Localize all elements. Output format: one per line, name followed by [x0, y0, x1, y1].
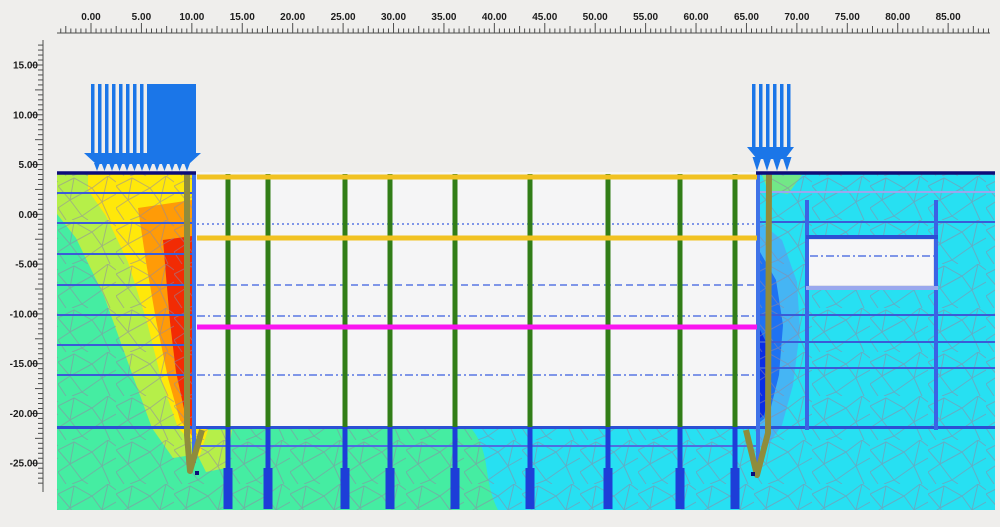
v-ruler-label: -10.00 [10, 309, 39, 320]
load-stripe [105, 84, 109, 153]
v-ruler-label: -25.00 [10, 459, 39, 470]
load-stripe [752, 84, 756, 147]
h-ruler-label: 50.00 [583, 12, 608, 23]
h-ruler-label: 80.00 [885, 12, 910, 23]
water-level-lines [197, 223, 934, 376]
load-skirt [84, 153, 201, 164]
h-ruler-label: 75.00 [835, 12, 860, 23]
load-arrowhead [161, 163, 168, 171]
vertical-ruler: 15.00 10.00 5.00 0.00 -5.00 -10.00 -15.00 -20.0… [10, 40, 44, 492]
h-ruler-label: 65.00 [734, 12, 759, 23]
h-ruler-label: 25.00 [331, 12, 356, 23]
v-ruler-label: -5.00 [15, 260, 38, 271]
diaphragm-walls [184, 171, 772, 478]
load-stripe [112, 84, 116, 153]
v-ruler-label: -15.00 [10, 359, 39, 370]
h-ruler-label: 30.00 [381, 12, 406, 23]
load-arrowhead [762, 157, 772, 171]
h-ruler-label: 0.00 [81, 12, 101, 23]
h-ruler-label: 15.00 [230, 12, 255, 23]
load-arrowhead [94, 163, 100, 171]
right-diaphragm-wall [743, 171, 772, 478]
horizontal-ruler: 0.00 5.00 10.00 15.00 20.00 25.00 30.00 35.00 40… [57, 12, 990, 34]
v-ruler-label: 15.00 [13, 61, 38, 72]
h-ruler-label: 45.00 [532, 12, 557, 23]
h-ruler-label: 20.00 [280, 12, 305, 23]
load-arrowhead [109, 163, 115, 171]
h-ruler-label: 40.00 [482, 12, 507, 23]
load-arrowhead [169, 163, 175, 171]
load-stripe [133, 84, 137, 153]
struts [197, 174, 757, 330]
load-arrowhead [772, 157, 782, 171]
load-arrowhead [116, 163, 123, 171]
v-ruler-label: 10.00 [13, 110, 38, 121]
load-stripe [787, 84, 791, 147]
v-ruler-label: 5.00 [19, 160, 39, 171]
left-diaphragm-wall [184, 172, 205, 474]
load-arrowhead [101, 163, 108, 171]
layer-lines [57, 191, 995, 447]
load-stripe [780, 84, 784, 147]
load-stripe [98, 84, 102, 153]
load-arrowhead [752, 157, 762, 171]
load-stripe [773, 84, 777, 147]
h-ruler-label: 10.00 [179, 12, 204, 23]
wall-tip-node-right [751, 472, 755, 476]
load-stripe [759, 84, 763, 147]
load-stripe [91, 84, 95, 153]
h-ruler-label: 5.00 [132, 12, 152, 23]
load-stripe [766, 84, 770, 147]
load-arrowhead [124, 163, 130, 171]
distributed-load-right [747, 84, 794, 171]
basement-structure [805, 200, 938, 430]
load-arrowhead [184, 163, 190, 171]
load-stripe [140, 84, 144, 153]
h-ruler-label: 60.00 [684, 12, 709, 23]
excavation-void [196, 172, 758, 427]
load-arrowhead [782, 157, 792, 171]
load-arrowhead [176, 163, 183, 171]
h-ruler-label: 70.00 [784, 12, 809, 23]
load-stripe [119, 84, 123, 153]
load-stripe [126, 84, 130, 153]
wall-tip-node-left [195, 471, 199, 475]
v-ruler-label: -20.00 [10, 409, 39, 420]
h-ruler-label: 35.00 [431, 12, 456, 23]
load-arrowhead [139, 163, 145, 171]
load-skirt [747, 147, 794, 159]
v-ruler-label: 0.00 [19, 210, 39, 221]
embedded-piles [223, 174, 740, 509]
distributed-load-left [84, 84, 201, 171]
basement-void [807, 238, 935, 287]
load-solid-block [147, 84, 196, 153]
load-arrowhead [131, 163, 138, 171]
h-ruler-label: 55.00 [633, 12, 658, 23]
h-ruler-label: 85.00 [936, 12, 961, 23]
load-arrowhead [146, 163, 153, 171]
load-arrowhead [154, 163, 160, 171]
